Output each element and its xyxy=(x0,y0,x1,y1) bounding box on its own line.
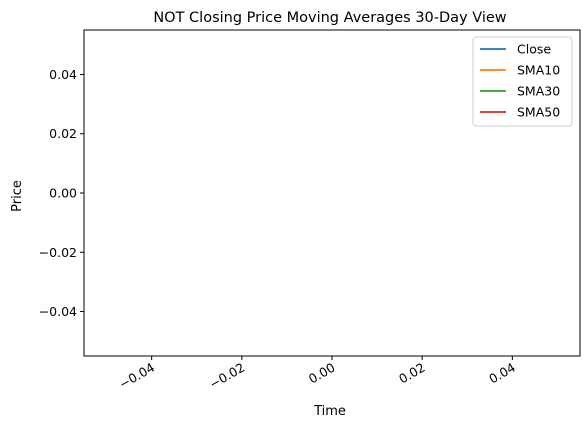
x-axis-label: Time xyxy=(313,404,346,419)
legend-label-sma10: SMA10 xyxy=(517,63,560,78)
x-tick-label: −0.04 xyxy=(116,360,157,392)
y-tick-label: −0.04 xyxy=(39,304,77,319)
x-tick-label: −0.02 xyxy=(207,360,248,392)
y-tick-label: 0.02 xyxy=(49,126,77,141)
x-tick-label: 0.04 xyxy=(486,360,518,387)
y-axis-ticks: 0.04 0.02 0.00 −0.02 −0.04 xyxy=(39,67,84,319)
y-tick-label: 0.00 xyxy=(49,186,77,201)
chart-title: NOT Closing Price Moving Averages 30-Day… xyxy=(153,10,506,26)
legend: Close SMA10 SMA30 SMA50 xyxy=(472,36,573,127)
y-tick-label: −0.02 xyxy=(39,245,77,260)
x-tick-label: 0.02 xyxy=(396,360,428,387)
x-tick-label: 0.00 xyxy=(306,360,338,387)
legend-label-close: Close xyxy=(517,42,551,57)
y-axis-label: Price xyxy=(10,180,25,212)
legend-box xyxy=(472,36,573,127)
legend-label-sma30: SMA30 xyxy=(517,84,560,99)
x-axis-ticks: −0.04 −0.02 0.00 0.02 0.04 xyxy=(116,356,518,392)
y-tick-label: 0.04 xyxy=(49,67,77,82)
legend-label-sma50: SMA50 xyxy=(517,105,560,120)
